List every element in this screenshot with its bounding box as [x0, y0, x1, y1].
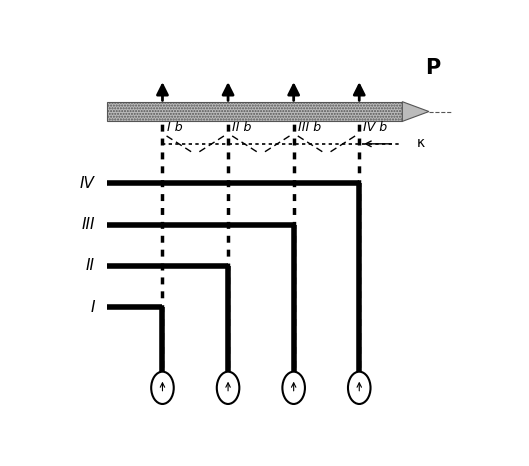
Ellipse shape	[348, 372, 370, 404]
Text: κ: κ	[417, 136, 425, 150]
Text: III: III	[81, 217, 95, 232]
Ellipse shape	[151, 372, 174, 404]
Polygon shape	[403, 102, 429, 122]
Text: III b: III b	[298, 121, 321, 134]
Text: I b: I b	[167, 121, 182, 134]
Text: I: I	[90, 300, 95, 315]
Text: II b: II b	[232, 121, 252, 134]
Text: P: P	[425, 58, 441, 78]
Text: II: II	[86, 258, 95, 274]
Ellipse shape	[217, 372, 239, 404]
Ellipse shape	[282, 372, 305, 404]
Bar	[107, 102, 403, 122]
Text: IV b: IV b	[363, 121, 387, 134]
Text: IV: IV	[80, 176, 95, 191]
